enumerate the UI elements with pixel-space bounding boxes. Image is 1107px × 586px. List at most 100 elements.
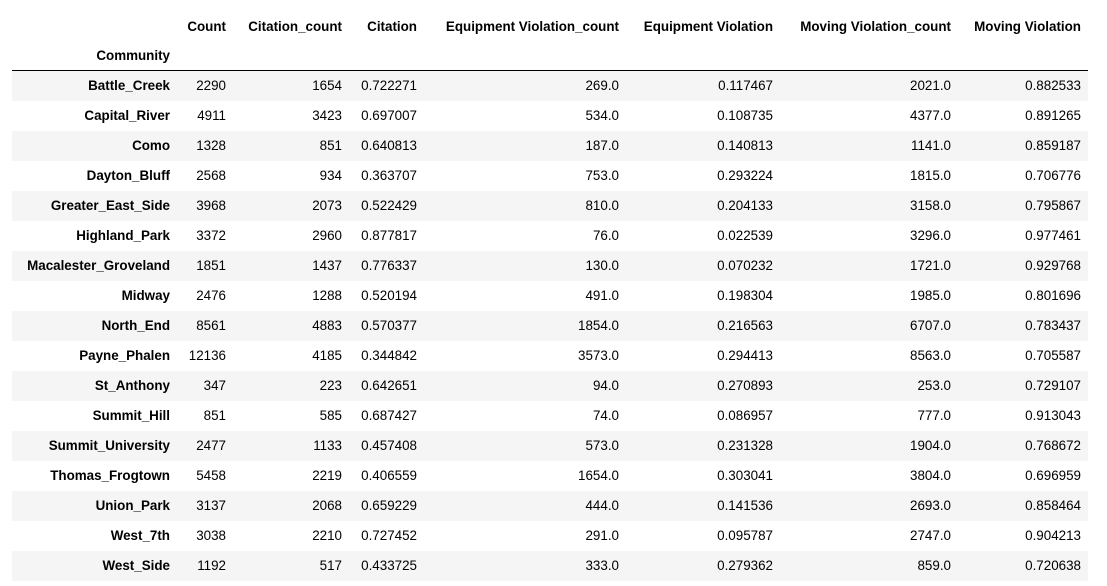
cell-citation-count: 1133 (313, 438, 342, 453)
cell-citation: 0.363707 (361, 168, 417, 183)
cell-equipment-violation-count: 1854.0 (578, 318, 619, 333)
cell-equipment-violation-count: 187.0 (585, 138, 619, 153)
row-label-community: Summit_University (48, 438, 170, 453)
cell-citation-count: 223 (319, 378, 342, 393)
cell-equipment-violation-count: 534.0 (585, 108, 619, 123)
row-label-community: Midway (121, 288, 170, 303)
row-label-community: Summit_Hill (92, 408, 170, 423)
cell-count: 1192 (197, 558, 226, 573)
cell-citation: 0.640813 (361, 138, 417, 153)
cell-citation-count: 2073 (312, 198, 342, 213)
column-header-moving-violation-count: Moving Violation_count (800, 18, 951, 34)
cell-moving-violation: 0.904213 (1025, 528, 1081, 543)
row-label-community: West_Side (102, 558, 170, 573)
cell-moving-violation-count: 1141.0 (911, 138, 951, 153)
cell-equipment-violation: 0.140813 (717, 138, 773, 153)
cell-moving-violation-count: 2693.0 (910, 498, 951, 513)
row-label-community: St_Anthony (94, 378, 170, 393)
row-label-community: Union_Park (95, 498, 170, 513)
cell-citation: 0.344842 (361, 348, 417, 363)
cell-moving-violation-count: 777.0 (917, 408, 951, 423)
cell-moving-violation: 0.705587 (1025, 348, 1081, 363)
cell-count: 851 (203, 408, 226, 423)
column-header-count: Count (187, 18, 226, 34)
cell-moving-violation-count: 1985.0 (910, 288, 951, 303)
cell-equipment-violation: 0.086957 (717, 408, 773, 423)
cell-equipment-violation-count: 269.0 (585, 78, 619, 94)
table-row: West_Side 1192 517 0.433725 333.0 0.279362 859… (12, 550, 1088, 581)
cell-count: 3038 (196, 528, 226, 543)
table-row: Capital_River 4911 3423 0.697007 534.0 0.1087… (12, 100, 1088, 131)
row-label-community: Payne_Phalen (79, 348, 170, 363)
cell-equipment-violation: 0.294413 (717, 348, 773, 363)
cell-moving-violation-count: 4377.0 (910, 108, 951, 123)
cell-citation-count: 3423 (312, 108, 342, 123)
cell-moving-violation: 0.801696 (1025, 288, 1081, 303)
cell-equipment-violation-count: 491.0 (585, 288, 619, 303)
cell-equipment-violation-count: 333.0 (585, 558, 619, 573)
cell-equipment-violation-count: 444.0 (585, 498, 619, 513)
table-row: Como 1328 851 0.640813 187.0 0.140813 1141.0 0.… (12, 130, 1088, 161)
cell-moving-violation: 0.768672 (1025, 438, 1081, 453)
table-row: North_End 8561 4883 0.570377 1854.0 0.216563 6… (12, 310, 1088, 341)
cell-moving-violation: 0.891265 (1025, 108, 1081, 123)
cell-moving-violation-count: 6707.0 (910, 318, 951, 333)
table-body: Battle_Creek 2290 1654 0.722271 269.0 0.11746… (12, 70, 1088, 581)
cell-equipment-violation-count: 1654.0 (578, 468, 619, 483)
table-row: Dayton_Bluff 2568 934 0.363707 753.0 0.293224… (12, 160, 1088, 191)
cell-moving-violation-count: 3804.0 (910, 468, 951, 483)
cell-count: 5458 (196, 468, 226, 483)
cell-equipment-violation-count: 76.0 (592, 228, 619, 243)
cell-equipment-violation: 0.303041 (717, 468, 773, 483)
dataframe-table: Count Citation_count Citation Equipment … (12, 11, 1088, 581)
cell-moving-violation: 0.729107 (1025, 378, 1081, 393)
cell-citation-count: 1654 (312, 78, 342, 94)
cell-moving-violation: 0.913043 (1025, 408, 1081, 423)
cell-moving-violation: 0.977461 (1025, 228, 1081, 243)
table-row: Thomas_Frogtown 5458 2219 0.406559 1654.0 0.3… (12, 460, 1088, 491)
row-label-community: Thomas_Frogtown (50, 468, 170, 483)
cell-moving-violation-count: 3296.0 (910, 228, 951, 243)
row-label-community: North_End (101, 318, 170, 333)
cell-citation-count: 2210 (312, 528, 342, 543)
cell-citation: 0.697007 (361, 108, 417, 123)
header-corner (12, 11, 177, 41)
cell-count: 12136 (188, 348, 226, 363)
cell-equipment-violation-count: 573.0 (585, 438, 619, 453)
table-header: Count Citation_count Citation Equipment … (12, 11, 1088, 71)
cell-equipment-violation: 0.141536 (717, 498, 773, 513)
cell-moving-violation-count: 1721.0 (910, 258, 951, 273)
cell-moving-violation-count: 2747.0 (910, 528, 951, 543)
cell-citation: 0.727452 (361, 528, 417, 543)
column-header-citation-count: Citation_count (248, 18, 342, 34)
cell-citation: 0.570377 (361, 318, 417, 333)
row-label-community: Highland_Park (76, 228, 170, 243)
cell-citation-count: 517 (319, 558, 342, 573)
cell-citation: 0.520194 (361, 288, 417, 303)
cell-moving-violation-count: 1815.0 (910, 168, 951, 183)
row-label-community: Como (132, 138, 170, 153)
table-row: West_7th 3038 2210 0.727452 291.0 0.095787 274… (12, 520, 1088, 551)
cell-count: 2477 (196, 438, 226, 453)
cell-count: 8561 (196, 318, 226, 333)
cell-citation: 0.406559 (361, 468, 417, 483)
table-row: Macalester_Groveland 1851 1437 0.776337 130.… (12, 250, 1088, 281)
cell-citation-count: 851 (319, 138, 342, 153)
cell-equipment-violation-count: 810.0 (585, 198, 619, 213)
cell-moving-violation-count: 2021.0 (910, 78, 951, 94)
cell-citation-count: 4185 (312, 348, 342, 363)
cell-moving-violation-count: 859.0 (917, 558, 951, 573)
cell-count: 1328 (196, 138, 226, 153)
cell-moving-violation-count: 8563.0 (910, 348, 951, 363)
cell-citation: 0.722271 (361, 78, 417, 94)
table-row: St_Anthony 347 223 0.642651 94.0 0.270893 253.… (12, 370, 1088, 401)
cell-count: 3968 (196, 198, 226, 213)
cell-citation: 0.642651 (361, 378, 417, 393)
column-header-row: Count Citation_count Citation Equipment … (12, 11, 1088, 41)
row-label-community: Macalester_Groveland (27, 258, 170, 273)
cell-count: 4911 (197, 108, 226, 123)
index-name-row: Community (12, 41, 1088, 71)
index-name-community: Community (96, 48, 170, 63)
cell-citation-count: 1437 (312, 258, 342, 273)
dataframe-output: Count Citation_count Citation Equipment … (12, 11, 1088, 581)
